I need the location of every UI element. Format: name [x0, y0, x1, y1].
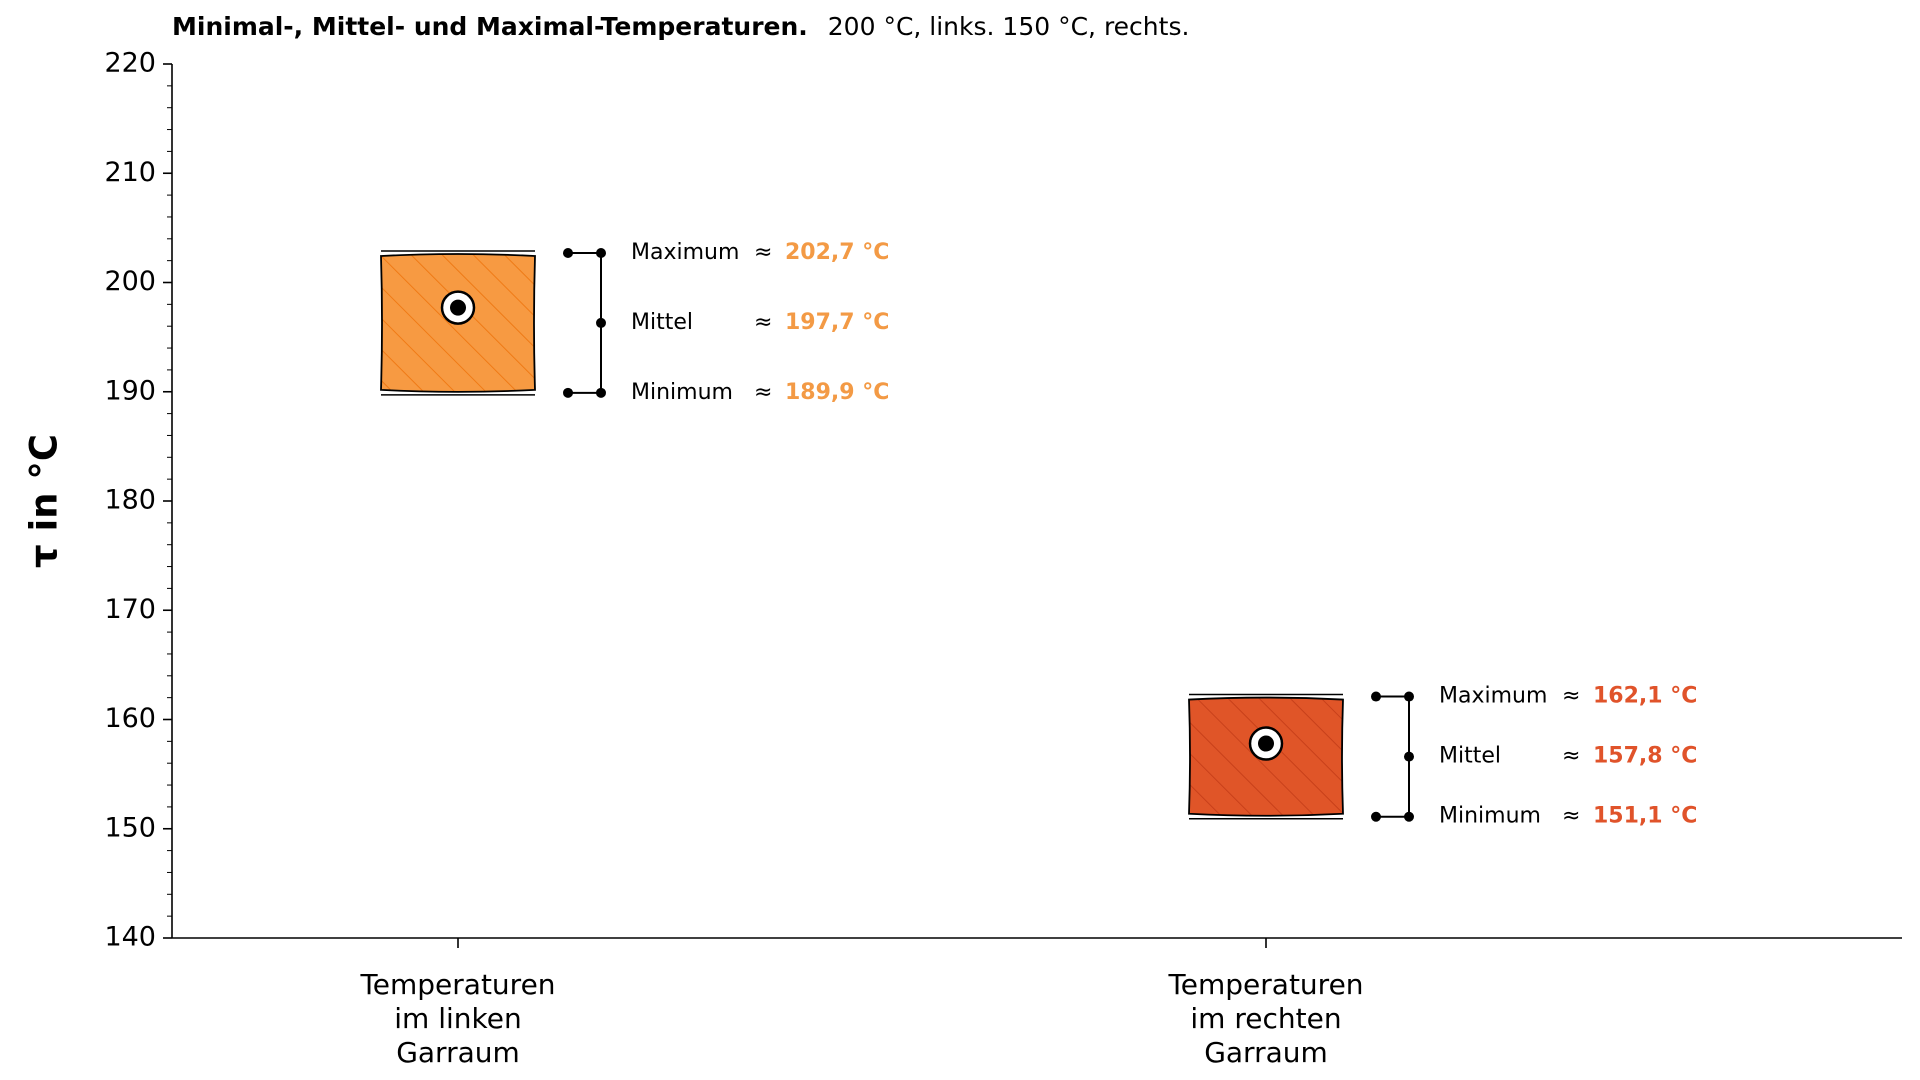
y-tick-label: 190 [104, 375, 156, 406]
legend-label: Minimum [1439, 804, 1541, 829]
y-tick-label: 150 [104, 812, 156, 843]
x-tick-label: Temperaturen im rechten Garraum [1168, 968, 1364, 1069]
value-label: 162,1 °C [1593, 684, 1697, 709]
value-label: 157,8 °C [1593, 744, 1697, 769]
bracket-dot [563, 387, 573, 398]
legend-label: Maximum [631, 240, 739, 265]
bracket-dot [1371, 691, 1381, 702]
y-tick-label: 170 [104, 594, 156, 625]
value-label: 197,7 °C [785, 310, 889, 335]
y-tick-label: 220 [104, 48, 156, 79]
bracket-dot [1404, 751, 1414, 762]
value-label: 151,1 °C [1593, 804, 1697, 829]
mean-dot [1258, 735, 1274, 752]
approx-sign: ≈ [754, 380, 772, 405]
y-tick-label: 200 [104, 266, 156, 297]
bracket-dot [596, 248, 606, 259]
bracket-dot [596, 317, 606, 328]
legend-label: Minimum [631, 380, 733, 405]
legend-label: Mittel [1439, 744, 1501, 769]
chart-title: Minimal-, Mittel- und Maximal-Temperatur… [172, 12, 808, 41]
y-tick-label: 210 [104, 157, 156, 188]
legend-label: Maximum [1439, 684, 1547, 709]
value-label: 189,9 °C [785, 380, 889, 405]
chart-subtitle: 200 °C, links. 150 °C, rechts. [828, 12, 1190, 41]
approx-sign: ≈ [1562, 804, 1580, 829]
x-tick-label: Temperaturen im linken Garraum [360, 968, 556, 1069]
bracket-dot [563, 248, 573, 259]
approx-sign: ≈ [1562, 744, 1580, 769]
approx-sign: ≈ [1562, 684, 1580, 709]
bracket-dot [1404, 691, 1414, 702]
bracket-dot [1404, 811, 1414, 822]
approx-sign: ≈ [754, 240, 772, 265]
y-tick-label: 140 [104, 922, 156, 953]
value-label: 202,7 °C [785, 240, 889, 265]
y-tick-label: 160 [104, 703, 156, 734]
y-axis-label: τ in °C [23, 434, 66, 568]
approx-sign: ≈ [754, 310, 772, 335]
y-tick-label: 180 [104, 485, 156, 516]
bracket-dot [596, 387, 606, 398]
mean-dot [450, 299, 466, 316]
bracket-dot [1371, 811, 1381, 822]
legend-label: Mittel [631, 310, 693, 335]
